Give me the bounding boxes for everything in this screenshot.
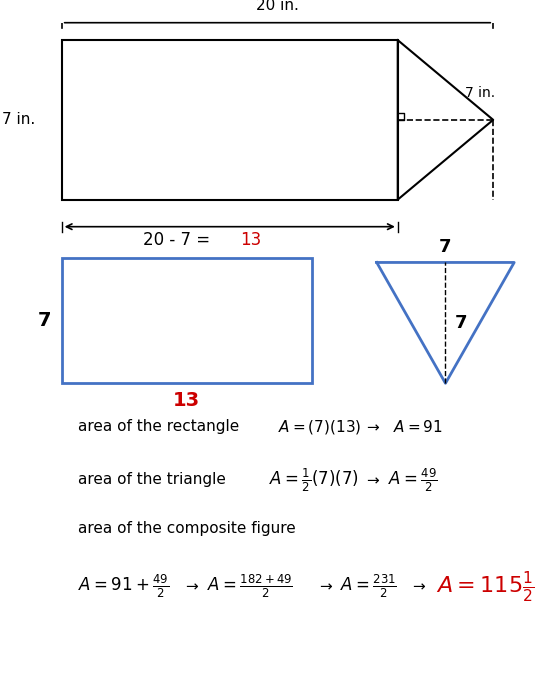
Bar bbox=[62, 257, 312, 383]
Text: 7 in.: 7 in. bbox=[2, 113, 35, 127]
Text: $A=\frac{231}{2}$: $A=\frac{231}{2}$ bbox=[340, 572, 398, 600]
Text: $\rightarrow$: $\rightarrow$ bbox=[365, 473, 381, 488]
Text: $\rightarrow$: $\rightarrow$ bbox=[316, 579, 334, 594]
Bar bbox=[62, 40, 398, 199]
Text: 13: 13 bbox=[173, 391, 200, 410]
Text: $A=\frac{1}{2}(7)(7)$: $A=\frac{1}{2}(7)(7)$ bbox=[269, 466, 359, 494]
Text: $A=\frac{49}{2}$: $A=\frac{49}{2}$ bbox=[388, 466, 438, 494]
Text: 7: 7 bbox=[455, 314, 468, 332]
Text: $A=\frac{182+49}{2}$: $A=\frac{182+49}{2}$ bbox=[207, 572, 293, 600]
Text: $\rightarrow$: $\rightarrow$ bbox=[365, 419, 381, 434]
Text: $A=91+\frac{49}{2}$: $A=91+\frac{49}{2}$ bbox=[78, 572, 169, 600]
Text: $A=115\frac{1}{2}$: $A=115\frac{1}{2}$ bbox=[436, 569, 534, 604]
Text: area of the rectangle: area of the rectangle bbox=[78, 419, 239, 434]
Text: 20 - 7 =: 20 - 7 = bbox=[143, 232, 216, 249]
Text: 7: 7 bbox=[439, 238, 452, 256]
Text: $\rightarrow$: $\rightarrow$ bbox=[410, 579, 427, 594]
Text: 7: 7 bbox=[38, 311, 52, 330]
Text: 13: 13 bbox=[240, 232, 262, 249]
Text: $A=91$: $A=91$ bbox=[393, 419, 443, 435]
Text: area of the triangle: area of the triangle bbox=[78, 473, 226, 488]
Text: area of the composite figure: area of the composite figure bbox=[78, 521, 296, 536]
Text: 20 in.: 20 in. bbox=[256, 0, 299, 13]
Text: $A=(7)(13)$: $A=(7)(13)$ bbox=[278, 418, 362, 436]
Text: $\rightarrow$: $\rightarrow$ bbox=[183, 579, 200, 594]
Text: 7 in.: 7 in. bbox=[465, 86, 494, 100]
